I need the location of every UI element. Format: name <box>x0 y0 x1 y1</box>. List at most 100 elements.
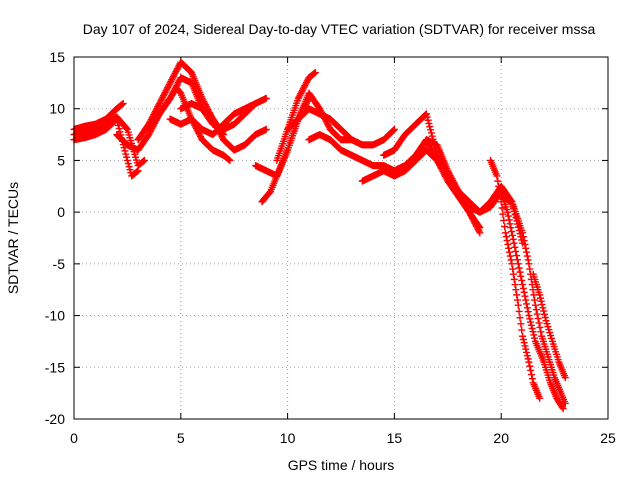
data-point <box>535 319 543 327</box>
data-point <box>509 270 517 278</box>
data-point <box>523 248 531 256</box>
data-point <box>422 110 430 118</box>
data-point <box>561 399 569 407</box>
data-point <box>523 300 531 308</box>
data-point <box>502 233 510 241</box>
data-point <box>516 268 524 276</box>
data-point <box>495 182 503 190</box>
y-axis-title: SDTVAR / TECUs <box>5 182 21 294</box>
data-point <box>513 291 521 299</box>
data-point <box>113 115 121 123</box>
data-point <box>424 116 432 124</box>
data-point <box>519 335 527 343</box>
data-point <box>509 235 517 243</box>
data-point <box>515 264 523 272</box>
data-point <box>536 291 544 299</box>
data-point <box>516 314 524 322</box>
data-point <box>530 331 538 339</box>
x-tick-label: 20 <box>493 430 509 446</box>
data-point <box>514 301 522 309</box>
data-point <box>519 281 527 289</box>
data-point <box>518 326 526 334</box>
data-point <box>427 126 435 134</box>
x-tick-label: 15 <box>387 430 403 446</box>
data-point <box>528 371 536 379</box>
data-point <box>523 304 531 312</box>
plot-frame <box>73 56 609 420</box>
data-point <box>527 318 535 326</box>
data-point <box>517 320 525 328</box>
data-point <box>125 163 133 171</box>
data-point <box>558 403 566 411</box>
data-point <box>525 312 533 320</box>
data-point <box>559 405 567 413</box>
data-point <box>521 342 529 350</box>
data-point <box>475 227 483 235</box>
data-point <box>540 307 548 315</box>
data-point <box>226 156 234 164</box>
data-point <box>118 100 126 108</box>
data-point <box>539 304 547 312</box>
data-point <box>508 260 516 268</box>
series-sat-21 <box>529 270 569 382</box>
data-point <box>526 265 534 273</box>
data-point <box>526 315 534 323</box>
data-point <box>512 286 520 294</box>
data-point <box>225 156 233 164</box>
data-point <box>133 168 141 176</box>
data-point <box>505 216 513 224</box>
data-point <box>531 296 539 304</box>
data-point <box>122 150 130 158</box>
data-point <box>534 315 542 323</box>
data-point <box>522 244 530 252</box>
data-point <box>541 314 549 322</box>
data-point <box>519 284 527 292</box>
y-tick-label: -20 <box>45 411 65 427</box>
data-point <box>123 124 131 132</box>
data-point <box>511 281 519 289</box>
x-tick-label: 0 <box>70 430 78 446</box>
data-point <box>518 276 526 284</box>
data-point <box>519 233 527 241</box>
data-point <box>509 265 517 273</box>
data-point <box>523 348 531 356</box>
data-point <box>527 321 535 329</box>
data-point <box>527 366 535 374</box>
data-point <box>390 125 398 133</box>
data-point <box>528 325 536 332</box>
data-point <box>508 231 516 239</box>
data-point <box>505 248 513 256</box>
data-point <box>520 237 528 245</box>
data-point <box>124 160 132 168</box>
data-point <box>515 307 523 315</box>
x-tick-label: 10 <box>280 430 296 446</box>
data-point <box>476 229 484 237</box>
data-point <box>114 121 122 129</box>
data-point <box>121 147 129 155</box>
data-point <box>536 323 544 331</box>
data-point <box>532 306 540 314</box>
data-point <box>525 358 533 366</box>
data-point <box>504 240 512 248</box>
y-tick-label: -15 <box>45 359 65 375</box>
y-tick-label: -10 <box>45 308 65 324</box>
data-point <box>504 208 512 216</box>
data-point <box>525 260 533 268</box>
data-point <box>262 125 270 133</box>
data-point <box>501 223 509 231</box>
data-point <box>523 352 531 360</box>
data-point <box>507 256 515 264</box>
data-point <box>524 256 532 264</box>
data-point <box>506 252 514 260</box>
data-point <box>531 334 539 342</box>
data-point <box>519 229 527 237</box>
data-point <box>512 247 520 255</box>
data-point <box>523 252 531 260</box>
data-point <box>119 100 127 108</box>
data-point <box>134 167 142 175</box>
data-point <box>115 125 123 133</box>
data-point <box>517 272 525 280</box>
data-point <box>531 301 539 309</box>
data-point <box>311 69 319 77</box>
x-tick-label: 25 <box>600 430 616 446</box>
